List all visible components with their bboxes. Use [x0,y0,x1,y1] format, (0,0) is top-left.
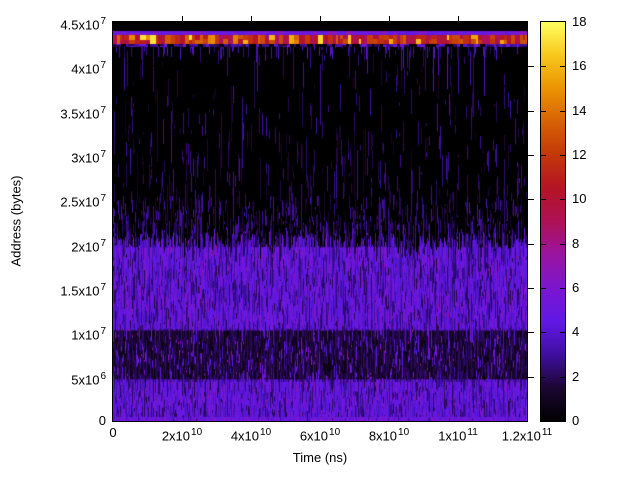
y-tick-label: 4.5x107 [60,16,106,33]
right-tick [528,155,534,156]
y-tick-label: 2x107 [71,237,106,254]
x-tick-label: 4x1010 [230,427,272,444]
colorbar-tick-label: 4 [572,324,580,340]
right-tick [528,111,534,112]
x-tick-label: 8x1010 [368,427,410,444]
colorbar-tick [541,332,546,333]
colorbar-tick-label: 0 [572,413,580,428]
x-tick-label: 2x1010 [161,427,203,444]
colorbar-tick-label: 8 [572,235,580,251]
top-tick [389,16,390,22]
colorbar-tick [560,288,565,289]
colorbar-tick-label: 14 [572,102,587,118]
y-tick-label: 0 [98,413,106,428]
x-axis-label: Time (ns) [292,450,348,465]
colorbar-tick-label: 2 [572,368,580,384]
colorbar-tick [560,66,565,67]
y-tick-label: 5x106 [71,370,106,387]
colorbar-tick [541,111,546,112]
colorbar-tick [560,111,565,112]
top-tick [320,16,321,22]
colorbar-tick [541,66,546,67]
top-tick [458,16,459,22]
colorbar-tick [541,377,546,378]
y-tick-label: 2.5x107 [60,193,106,210]
right-tick [528,244,534,245]
colorbar-tick [560,377,565,378]
right-tick [528,288,534,289]
right-tick [528,66,534,67]
y-tick-label: 1x107 [71,326,106,343]
colorbar-tick-label: 12 [572,147,587,162]
heatmap-canvas [113,22,527,421]
x-tick-label: 0 [109,425,117,440]
top-tick [251,16,252,22]
right-tick [528,332,534,333]
colorbar-tick [560,332,565,333]
colorbar-tick [541,244,546,245]
colorbar-tick [541,288,546,289]
y-tick-label: 3.5x107 [60,104,106,121]
colorbar [540,21,566,422]
colorbar-tick [560,244,565,245]
colorbar-tick [560,199,565,200]
colorbar-tick [560,155,565,156]
colorbar-tick [541,155,546,156]
y-tick-label: 4x107 [71,60,106,77]
colorbar-tick-label: 6 [572,280,580,295]
colorbar-tick-label: 16 [572,58,587,74]
right-tick [528,377,534,378]
x-tick-label: 6x1010 [299,427,341,444]
colorbar-tick-label: 18 [572,14,587,29]
y-tick-label: 3x107 [71,149,106,166]
top-tick [182,16,183,22]
right-tick [528,199,534,200]
x-tick-label: 1x1011 [438,427,478,444]
colorbar-tick [541,199,546,200]
y-tick-label: 1.5x107 [60,282,106,299]
colorbar-tick-label: 10 [572,191,587,207]
colorbar-gradient [541,22,565,421]
x-tick-label: 1.2x1011 [501,427,553,444]
